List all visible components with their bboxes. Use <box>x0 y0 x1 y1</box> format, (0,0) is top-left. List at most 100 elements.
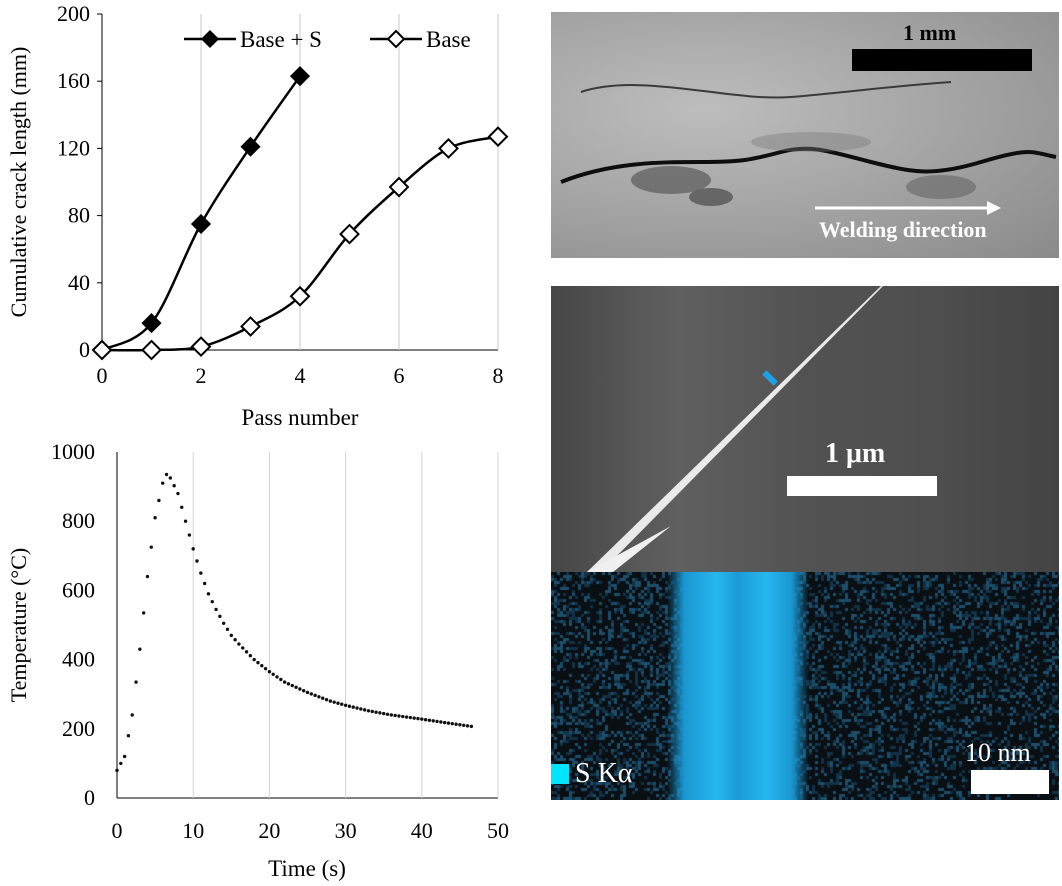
sem-scale-label: 1 mm <box>903 20 957 45</box>
y-tick-label: 120 <box>57 135 90 160</box>
sem-texture <box>560 81 1057 206</box>
sem-scale-bar <box>852 49 1032 71</box>
grain-boundary-wide <box>587 526 671 572</box>
data-point <box>260 663 264 668</box>
x-tick-label: 40 <box>411 818 433 843</box>
tem-scale-label: 1 μm <box>825 438 886 469</box>
crack-length-chart: 0 40 80 120 160 200 0 2 4 6 8 Base + S Base Pass … <box>6 1 509 430</box>
tem-scale-bar <box>787 476 937 496</box>
data-point <box>191 547 195 551</box>
data-point <box>298 687 302 691</box>
x-tick-label: 10 <box>182 818 204 843</box>
sulfur-band <box>667 572 809 800</box>
y-tick-label: 600 <box>62 577 95 602</box>
data-point <box>279 677 283 682</box>
welding-direction-label: Welding direction <box>819 217 987 242</box>
data-point <box>241 646 245 650</box>
data-point <box>275 675 279 679</box>
legend-label-base-s: Base + S <box>240 27 322 52</box>
data-point <box>233 638 237 642</box>
data-point <box>408 715 413 720</box>
data-point <box>305 690 310 695</box>
data-point <box>130 713 134 717</box>
data-point-base-s <box>289 66 311 87</box>
x-axis-label: Pass number <box>242 405 359 430</box>
data-point <box>340 702 344 706</box>
data-point <box>359 707 363 711</box>
x-tick-label: 30 <box>335 818 357 843</box>
tem-texture <box>551 286 1059 572</box>
data-point <box>176 491 180 496</box>
thermal-cycle-chart: 0 200 400 600 800 1000 0 10 20 30 40 50 Time (s) T… <box>6 439 509 881</box>
data-point <box>362 708 367 712</box>
y-tick-label: 400 <box>62 647 95 672</box>
data-point <box>412 716 416 720</box>
data-point <box>393 713 397 718</box>
dark-region <box>689 188 733 206</box>
y-axis-label: Temperature (°C) <box>6 548 31 702</box>
x-tick-label: 6 <box>394 363 405 388</box>
data-point <box>141 611 146 615</box>
data-point <box>290 683 294 688</box>
data-point <box>256 660 260 665</box>
data-point <box>214 607 218 612</box>
data-point <box>450 721 454 726</box>
y-tick-label: 200 <box>62 716 95 741</box>
dark-region <box>751 132 871 152</box>
data-point <box>454 722 458 726</box>
x-axis-label: Time (s) <box>268 856 346 881</box>
data-point <box>206 592 211 596</box>
x-tick-label: 4 <box>295 363 306 388</box>
data-point <box>172 484 176 488</box>
data-point <box>397 714 401 718</box>
element-label: S Kα <box>575 758 633 789</box>
data-point <box>423 717 428 722</box>
data-point <box>263 666 268 671</box>
dark-region <box>906 175 976 199</box>
data-point <box>267 670 272 674</box>
data-point-base <box>289 285 311 307</box>
data-point <box>138 647 142 651</box>
legend-label-base: Base <box>426 27 471 52</box>
tem-micrograph: 1 μm <box>551 286 1059 572</box>
data-point <box>199 571 203 575</box>
data-point <box>442 720 447 725</box>
data-point <box>420 717 424 721</box>
x-tick-label: 20 <box>258 818 280 843</box>
y-tick-label: 200 <box>57 1 90 26</box>
data-point <box>465 724 470 728</box>
data-point <box>122 754 127 759</box>
data-point-base-s <box>141 313 162 334</box>
data-point <box>221 621 226 625</box>
data-point <box>134 680 138 684</box>
data-point-base-s <box>190 213 212 235</box>
data-point <box>248 654 253 658</box>
data-point <box>404 715 409 719</box>
data-point <box>271 672 275 677</box>
y-tick-label: 0 <box>84 785 95 810</box>
data-point <box>321 696 325 700</box>
data-point <box>347 704 352 708</box>
data-point <box>229 633 233 638</box>
data-point <box>385 712 390 716</box>
data-point <box>401 714 405 719</box>
eds-scale-label: 10 nm <box>965 738 1031 767</box>
x-tick-label: 50 <box>487 818 509 843</box>
data-point-base <box>91 339 113 361</box>
data-point-base <box>487 126 509 148</box>
data-point <box>370 709 374 714</box>
data-point <box>187 533 192 537</box>
data-point <box>119 761 123 766</box>
data-point <box>286 682 291 686</box>
data-point <box>218 614 222 619</box>
data-point-base-s <box>240 136 261 157</box>
sem-micrograph: 1 mm Welding direction <box>551 12 1059 258</box>
data-point-base <box>388 176 410 198</box>
crack-main <box>560 146 1057 184</box>
legend-marker-base <box>386 29 406 49</box>
data-point <box>202 581 207 586</box>
data-point <box>462 723 466 727</box>
crack-upper <box>580 81 952 99</box>
data-point <box>324 697 329 702</box>
